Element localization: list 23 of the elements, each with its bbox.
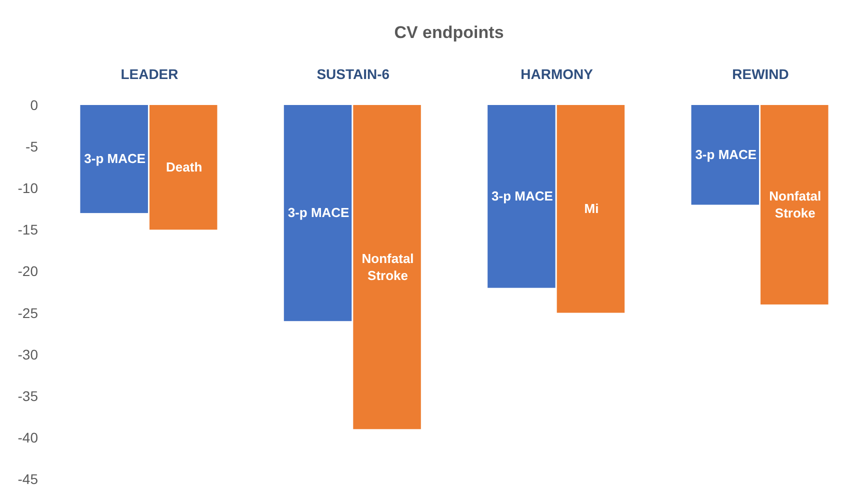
series-label: 3-p MACE — [695, 146, 757, 162]
series-label: Nonfatal Stroke — [362, 251, 414, 284]
y-tick-label: -20 — [18, 263, 38, 280]
text: 3-p MACE — [288, 205, 350, 220]
y-tick-label: -15 — [18, 222, 38, 238]
text: 3-p MACE — [84, 151, 146, 166]
chart-title: CV endpoints — [394, 23, 504, 42]
y-tick-label: -40 — [18, 429, 38, 446]
y-tick-label: -5 — [26, 138, 38, 155]
y-tick-label: 0 — [30, 97, 38, 113]
series-label: Mi — [584, 200, 599, 216]
y-tick-label: -25 — [18, 304, 38, 321]
y-tick-label: -30 — [18, 346, 38, 362]
x-tick-label: HARMONY — [520, 66, 594, 82]
text: Nonfatal Stroke — [769, 188, 822, 221]
series-label: Death — [166, 159, 202, 174]
x-tick-label: REWIND — [732, 66, 789, 82]
x-tick-label: LEADER — [120, 66, 178, 82]
y-tick-label: -45 — [18, 471, 38, 487]
x-tick-label: SUSTAIN-6 — [316, 66, 390, 82]
y-tick-label: -10 — [18, 180, 38, 196]
y-tick-label: -35 — [18, 388, 38, 404]
text: 3-p MACE — [492, 188, 553, 204]
